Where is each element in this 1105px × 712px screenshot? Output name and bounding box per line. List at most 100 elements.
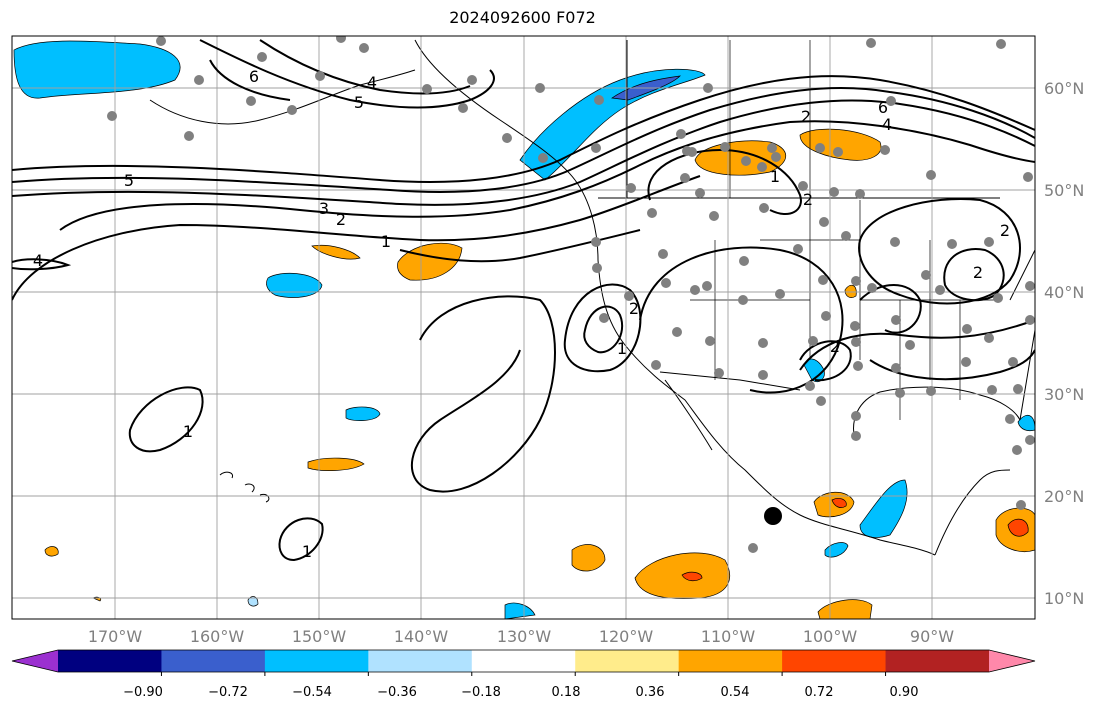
coastlines (149, 39, 1035, 556)
contour-label: 2 (1000, 221, 1010, 240)
colorbar-segment (575, 650, 680, 672)
colorbar-tick-label: −0.54 (292, 685, 332, 700)
contour-california-inner (583, 305, 623, 354)
colorbar-tick-label: −0.18 (461, 685, 501, 700)
lon-label: 100°W (803, 627, 858, 646)
contour-labels: 6 4 5 5 3 2 1 4 1 2 2 6 4 2 2 2 2 1 1 1 (33, 67, 1010, 561)
contour-label: 2 (973, 263, 983, 282)
contour-jet-2 (12, 87, 1035, 193)
orange-region-mexico-1 (813, 491, 855, 518)
colorbar-tick-label: 0.36 (636, 685, 665, 700)
contour-east-1 (859, 284, 922, 334)
coastline-baja (664, 379, 713, 451)
longitude-labels: 170°W 160°W 150°W 140°W 130°W 120°W 110°… (88, 627, 954, 646)
orange-region-small-2 (844, 284, 857, 298)
contour-label: 4 (33, 251, 43, 270)
lon-label: 90°W (910, 627, 954, 646)
contour-jet-6 (399, 229, 641, 263)
colorbar-segment (368, 650, 473, 672)
colorbar-tick-label: 0.72 (805, 685, 834, 700)
orange-region-pacific-1 (311, 244, 361, 260)
contour-jet-5 (12, 175, 701, 301)
orange-region-pacific-4 (571, 544, 606, 572)
orange-region-pacific-3 (307, 457, 365, 471)
coastline-gulf (853, 386, 1021, 556)
blue-region-south-1 (504, 602, 536, 619)
colorbar-segment (58, 650, 162, 672)
latitude-labels: 60°N 50°N 40°N 30°N 20°N 10°N (1044, 79, 1084, 608)
contour-north-3 (209, 59, 291, 101)
coastline-west-north-america (414, 39, 936, 556)
shaded-field (13, 40, 1035, 619)
colorbar-tick-label: 0.18 (552, 685, 581, 700)
red-core-mexico-1 (831, 498, 847, 508)
border-us-mexico (659, 371, 801, 391)
colorbar-outline (11, 649, 1036, 673)
colorbar-tick-labels: −0.90 −0.72 −0.54 −0.36 −0.18 0.18 0.36 … (123, 685, 918, 700)
contour-label: 4 (882, 115, 892, 134)
contour-sw-1 (411, 295, 556, 493)
colorbar-segment (264, 650, 369, 672)
contour-label: 5 (124, 171, 134, 190)
contour-pacific-loop-2 (278, 517, 324, 562)
colorbar-segment (161, 650, 266, 672)
blue-region-pacific-3 (824, 542, 849, 558)
lat-label: 20°N (1044, 487, 1084, 506)
orange-region-small-1 (44, 546, 59, 557)
contours (12, 39, 1035, 562)
contour-pacific-loop-1 (128, 386, 204, 453)
contour-label: 2 (830, 337, 840, 356)
contour-label: 2 (801, 107, 811, 126)
colorbar-segment (471, 650, 576, 672)
alaska-coast (149, 69, 416, 125)
colorbar-tick-label: 0.90 (890, 685, 919, 700)
contour-label: 1 (183, 422, 193, 441)
contour-label: 1 (617, 339, 627, 358)
contour-great-lakes-inner (943, 248, 1005, 302)
contour-label: 4 (367, 73, 377, 92)
lat-label: 30°N (1044, 385, 1084, 404)
blue-region-pacific-2 (345, 406, 381, 421)
contour-north-1 (199, 39, 495, 109)
station-markers (107, 36, 1035, 553)
map-frame (11, 35, 1036, 620)
contour-west-4 (12, 258, 72, 271)
lon-label: 130°W (497, 627, 552, 646)
colorbar-tick-label: 0.54 (721, 685, 750, 700)
contour-label: 1 (770, 167, 780, 186)
contour-label: 2 (803, 190, 813, 209)
colorbar-extend-min (12, 650, 58, 672)
red-core-caribbean (1007, 518, 1029, 537)
colorbar-tick-label: −0.90 (123, 685, 163, 700)
contour-label: 5 (354, 93, 364, 112)
contour-label: 2 (629, 299, 639, 318)
contour-label: 1 (381, 232, 391, 251)
contour-east-2 (799, 319, 1035, 371)
colorbar-extend-max (989, 650, 1035, 672)
blue-region-south-2 (247, 596, 259, 607)
orange-region-mexico-2 (817, 599, 873, 619)
lat-label: 50°N (1044, 181, 1084, 200)
contour-label: 1 (302, 542, 312, 561)
colorbar (11, 649, 1036, 676)
colorbar-tick-label: −0.36 (377, 685, 417, 700)
colorbar-tick-label: −0.72 (208, 685, 248, 700)
coastline-east (1009, 249, 1035, 421)
hawaii (219, 471, 270, 503)
colorbar-segment (782, 650, 887, 672)
colorbar-segment (678, 650, 783, 672)
blue-region-florida (1017, 415, 1035, 432)
lon-label: 170°W (88, 627, 143, 646)
contour-gulf-loop (799, 340, 852, 382)
contour-label: 3 (319, 199, 329, 218)
contour-jet-3 (12, 99, 1035, 206)
blue-region-alaska-east (519, 68, 706, 181)
contour-label: 2 (336, 210, 346, 229)
lat-label: 10°N (1044, 589, 1084, 608)
contour-california (563, 283, 642, 373)
blue-region-pacific-1 (266, 272, 323, 298)
blue-region-alaska-west (13, 40, 181, 99)
storm-position-marker (764, 507, 782, 525)
lon-label: 120°W (599, 627, 654, 646)
